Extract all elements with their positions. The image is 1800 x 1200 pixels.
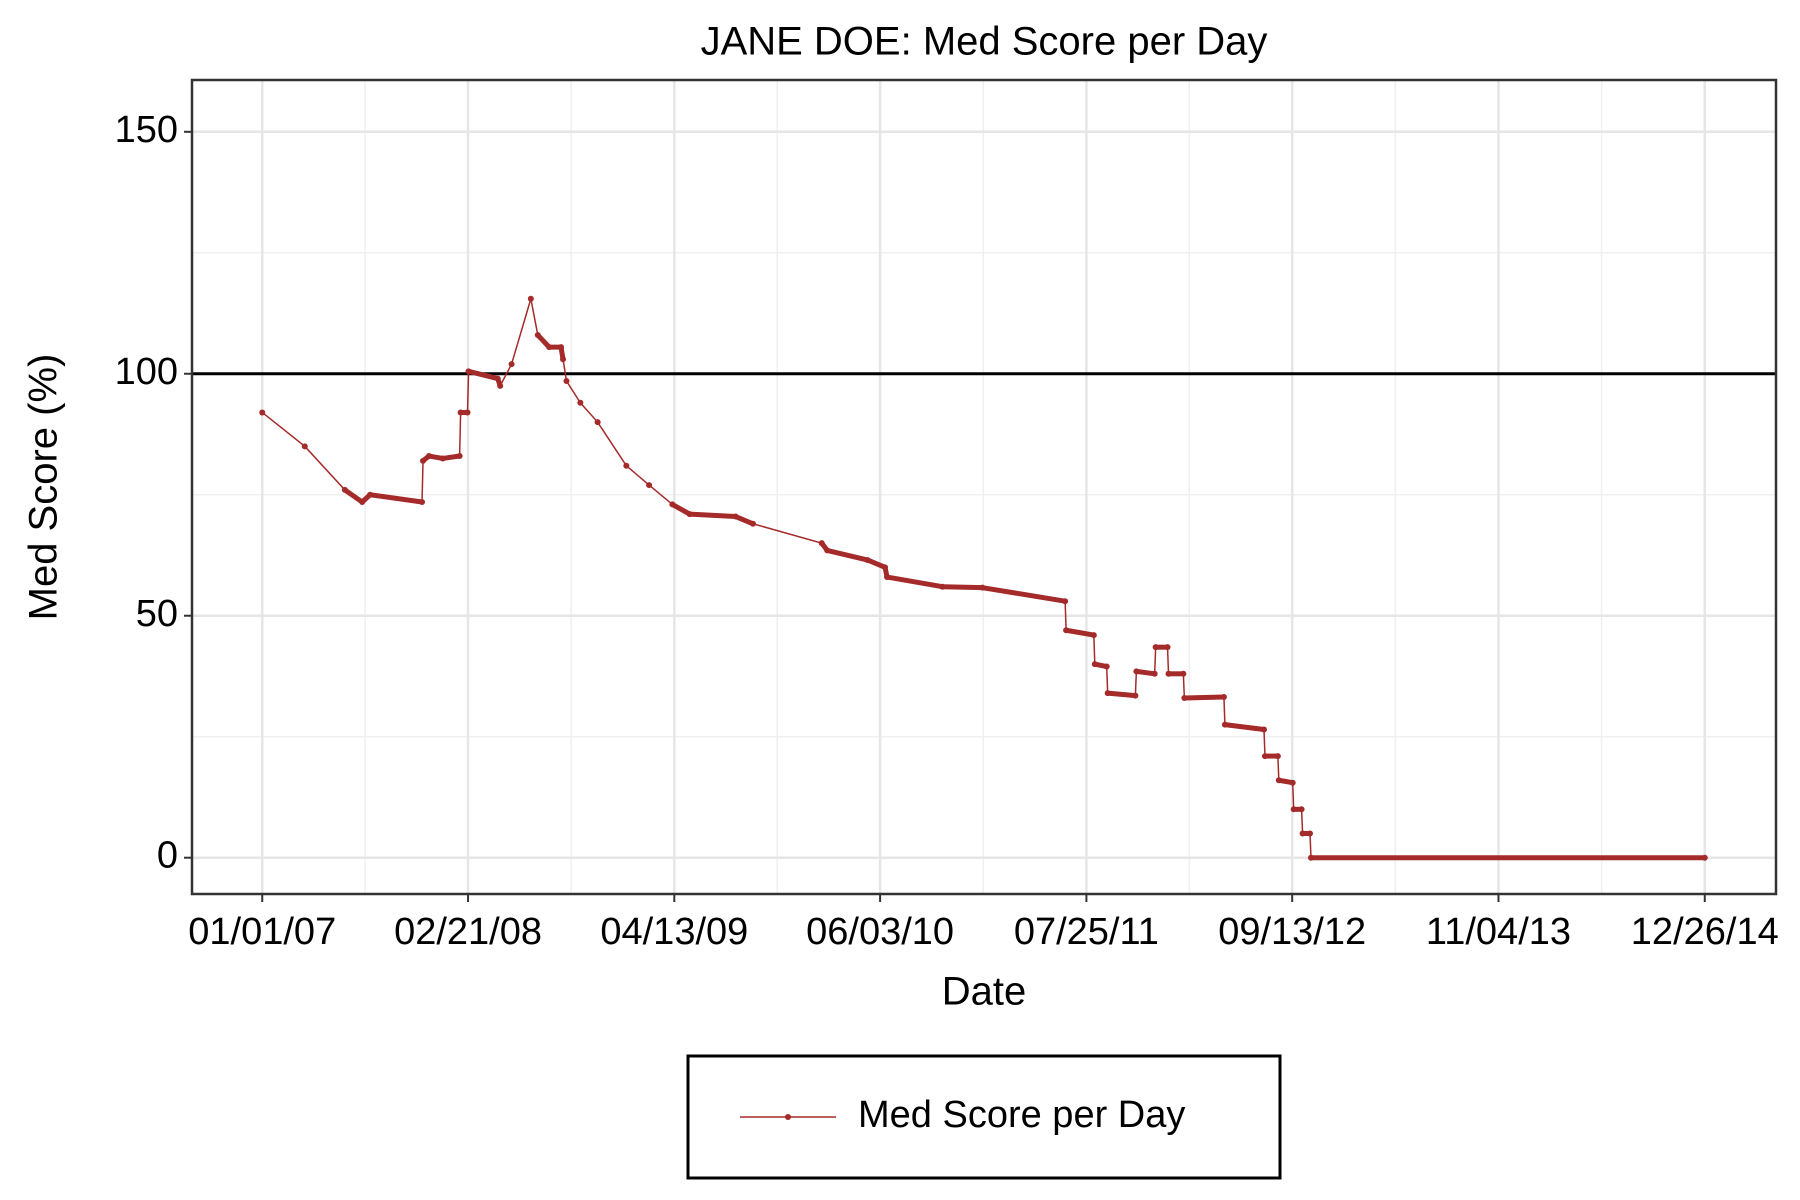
chart-title: JANE DOE: Med Score per Day	[701, 20, 1268, 64]
x-tick-label: 02/21/08	[394, 911, 542, 953]
data-point	[1103, 663, 1110, 670]
x-tick-label: 11/04/13	[1426, 911, 1571, 953]
y-tick-label: 100	[115, 351, 178, 393]
y-axis-title: Med Score (%)	[22, 354, 66, 621]
data-point	[560, 356, 567, 363]
series-segment	[689, 511, 736, 520]
data-point	[494, 375, 501, 382]
data-point	[1091, 661, 1098, 668]
data-point	[824, 547, 831, 554]
x-tick-label: 07/25/11	[1014, 911, 1159, 953]
y-tick-label: 0	[157, 835, 178, 877]
data-point	[1165, 670, 1172, 677]
data-point	[439, 455, 446, 462]
data-point	[1275, 777, 1282, 784]
data-point	[732, 513, 739, 520]
series-segment	[369, 492, 423, 505]
y-tick-label: 150	[115, 109, 178, 151]
data-point	[646, 482, 653, 489]
data-point	[563, 378, 570, 385]
data-point	[359, 499, 366, 506]
data-point	[419, 499, 426, 506]
data-point	[456, 453, 463, 460]
data-point	[465, 368, 472, 375]
data-point	[1180, 670, 1187, 677]
data-point	[546, 344, 553, 351]
data-point	[1274, 753, 1281, 760]
data-point	[1133, 668, 1140, 675]
plot-border	[190, 78, 1778, 896]
data-point	[1298, 806, 1305, 813]
series-segment	[886, 574, 943, 590]
data-point	[420, 457, 427, 464]
data-point	[1132, 692, 1139, 699]
data-point	[527, 295, 534, 302]
series-segment	[343, 487, 364, 505]
series-segment	[1065, 627, 1095, 638]
data-point	[669, 501, 676, 508]
data-point	[425, 453, 432, 460]
x-tick-label: 12/26/14	[1631, 911, 1779, 953]
data-point	[749, 520, 756, 527]
data-point	[1221, 721, 1228, 728]
series-segment	[942, 584, 983, 591]
data-point	[594, 419, 601, 426]
data-point	[367, 491, 374, 498]
data-point	[864, 557, 871, 564]
x-tick-label: 06/03/10	[806, 911, 954, 953]
data-point	[882, 564, 889, 571]
series-segment	[982, 585, 1066, 604]
series-segment	[1184, 694, 1224, 701]
data-point	[1151, 670, 1158, 677]
data-point	[301, 443, 308, 450]
data-point	[1090, 632, 1097, 639]
series-segment	[467, 368, 499, 382]
x-tick-label: 01/01/07	[188, 911, 336, 953]
data-point	[1152, 644, 1159, 651]
series-segment	[1224, 722, 1265, 732]
data-point	[1299, 830, 1306, 837]
series-segment	[1136, 668, 1155, 677]
data-point	[1181, 695, 1188, 702]
data-point	[939, 583, 946, 590]
series-segment	[866, 557, 887, 570]
data-point	[686, 511, 693, 518]
data-point	[259, 409, 266, 416]
series-segment	[671, 502, 691, 517]
x-axis-title: Date	[942, 970, 1027, 1014]
legend-swatch-point	[785, 1114, 791, 1120]
legend-label: Med Score per Day	[858, 1094, 1185, 1136]
data-point	[1307, 854, 1314, 861]
series-segment	[734, 514, 754, 527]
data-point	[1164, 644, 1171, 651]
data-point	[1063, 627, 1070, 634]
data-point	[979, 584, 986, 591]
data-point	[1701, 854, 1708, 861]
y-tick-label: 50	[136, 593, 178, 635]
data-point	[818, 540, 825, 547]
data-point	[464, 409, 471, 416]
data-point	[534, 332, 541, 339]
series-segment	[826, 547, 869, 563]
data-point	[457, 409, 464, 416]
data-point	[1290, 806, 1297, 813]
data-point	[508, 361, 515, 368]
x-tick-label: 04/13/09	[600, 911, 748, 953]
data-point	[1307, 830, 1314, 837]
data-point	[1289, 779, 1296, 786]
data-point	[884, 574, 891, 581]
data-point	[497, 382, 504, 389]
data-point	[1261, 753, 1268, 760]
x-tick-label: 09/13/12	[1218, 911, 1366, 953]
data-point	[623, 462, 630, 469]
data-point	[341, 486, 348, 493]
data-point	[1062, 598, 1069, 605]
data-point	[1260, 726, 1267, 733]
series-segment	[1107, 690, 1136, 699]
data-point	[558, 344, 565, 351]
data-point	[577, 399, 584, 406]
data-point	[1104, 690, 1111, 697]
data-point	[1220, 694, 1227, 701]
